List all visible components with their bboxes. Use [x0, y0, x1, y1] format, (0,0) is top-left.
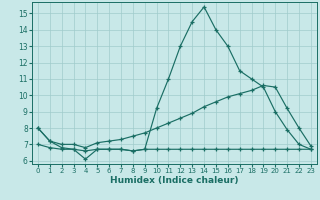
X-axis label: Humidex (Indice chaleur): Humidex (Indice chaleur) [110, 176, 239, 185]
